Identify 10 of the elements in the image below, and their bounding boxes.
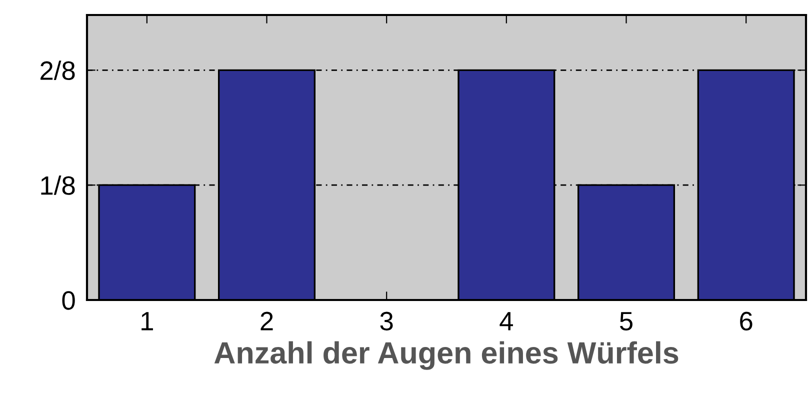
x-tick-label: 4 xyxy=(500,312,513,330)
x-tick-label: 5 xyxy=(620,312,632,330)
x-tick-label: 1 xyxy=(142,312,153,330)
y-tick-label: 1/8 xyxy=(41,176,75,195)
x-tick-label: 3 xyxy=(380,312,393,330)
y-tick-label: 2/8 xyxy=(40,60,75,80)
x-tick-label: 2 xyxy=(260,312,273,330)
y-tick-label: 0 xyxy=(62,291,75,310)
x-axis-title: Anzahl der Augen eines Würfels xyxy=(214,341,678,370)
x-tick-label: 6 xyxy=(740,312,752,330)
